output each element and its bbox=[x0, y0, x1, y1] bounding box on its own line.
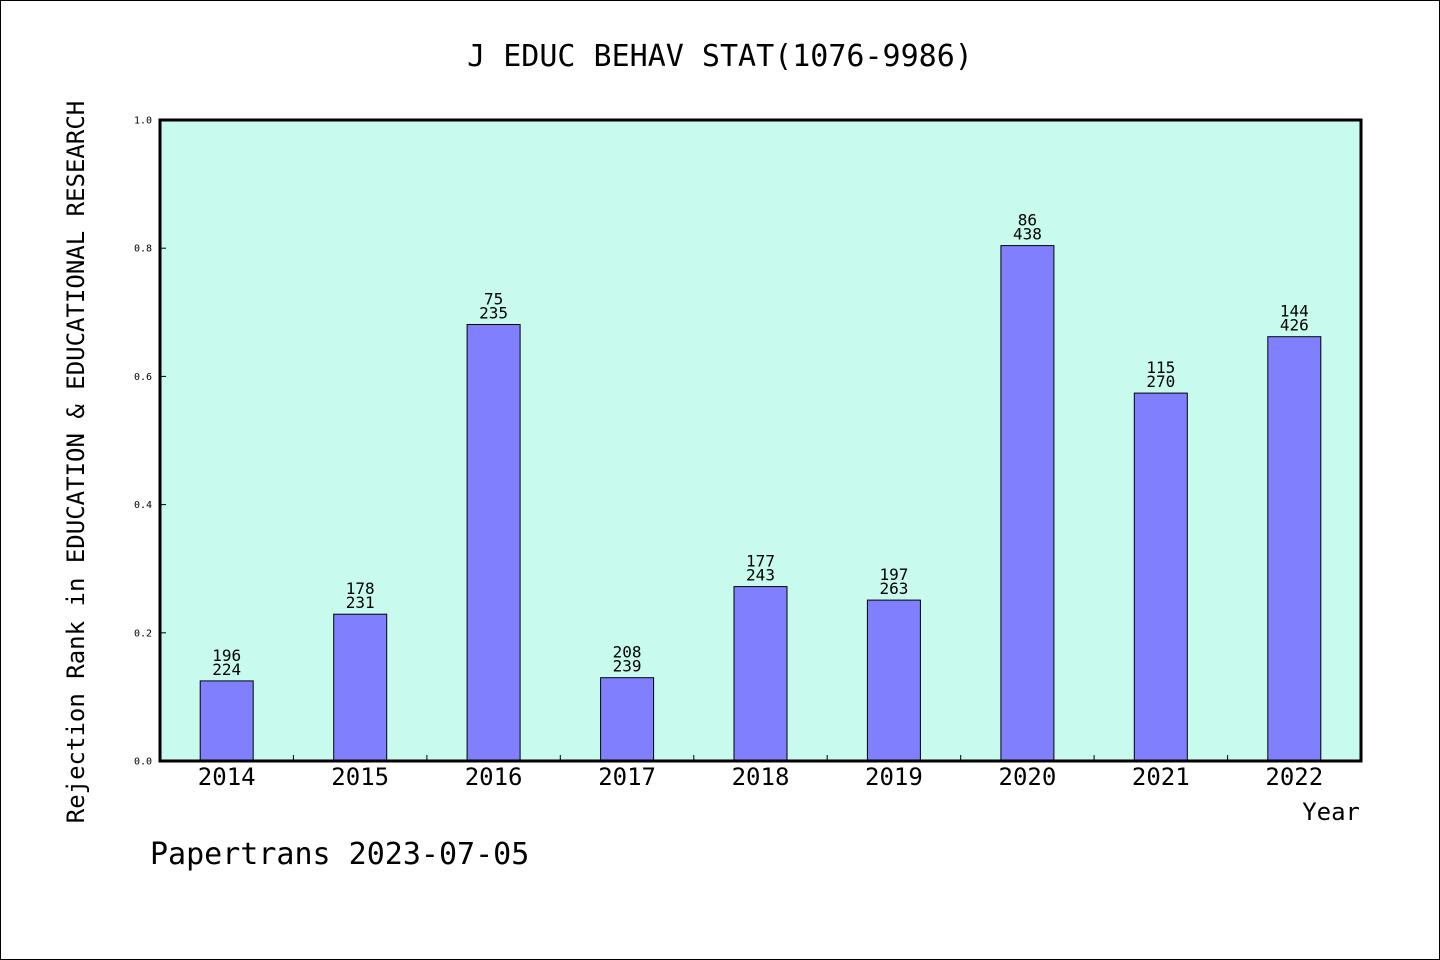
x-axis-label: Year bbox=[1302, 798, 1360, 826]
data-label-bottom-2014: 224 bbox=[212, 660, 241, 679]
bar-2017 bbox=[600, 677, 655, 762]
x-tick-label-2016: 2016 bbox=[465, 763, 523, 791]
data-label-top-2018: 177 bbox=[746, 552, 775, 571]
bar-2021 bbox=[1133, 392, 1188, 762]
y-axis-label: Rejection Rank in EDUCATION & EDUCATIONA… bbox=[62, 101, 90, 823]
data-label-bottom-2017: 239 bbox=[613, 657, 642, 676]
data-label-top-2021: 115 bbox=[1146, 358, 1175, 377]
bar-2014 bbox=[199, 680, 254, 762]
y-tick-label: 1.0 bbox=[134, 116, 152, 127]
x-tick-label-2021: 2021 bbox=[1132, 763, 1190, 791]
data-label-bottom-2021: 270 bbox=[1146, 372, 1175, 391]
data-label-top-2016: 75 bbox=[484, 290, 503, 309]
plot-border bbox=[158, 118, 1363, 763]
tick-group: 2014 2015 2016 2017 2018 2019 2020 2021 2022 0.0 0… bbox=[134, 116, 1323, 792]
y-tick-label: 0.6 bbox=[134, 372, 152, 383]
data-label-bottom-2015: 231 bbox=[346, 593, 375, 612]
bar-2018 bbox=[733, 586, 788, 762]
bar-2015 bbox=[333, 613, 388, 762]
y-tick-label: 0.0 bbox=[134, 757, 152, 768]
data-label-bottom-2022: 426 bbox=[1280, 316, 1309, 335]
data-label-top-2017: 208 bbox=[613, 643, 642, 662]
data-label-top-2019: 197 bbox=[879, 565, 908, 584]
bar-2020 bbox=[1000, 245, 1055, 762]
footer-text: Papertrans 2023-07-05 bbox=[150, 837, 529, 872]
y-tick-label: 0.4 bbox=[134, 500, 152, 511]
bar-2016 bbox=[466, 324, 521, 762]
bar-2022 bbox=[1267, 336, 1322, 762]
bar-2019 bbox=[866, 599, 921, 762]
x-tick-label-2019: 2019 bbox=[865, 763, 923, 791]
chart-title: J EDUC BEHAV STAT(1076-9986) bbox=[467, 39, 973, 74]
x-tick-label-2022: 2022 bbox=[1265, 763, 1323, 791]
x-tick-label-2020: 2020 bbox=[999, 763, 1057, 791]
data-label-bottom-2018: 243 bbox=[746, 566, 775, 585]
x-tick-label-2015: 2015 bbox=[331, 763, 389, 791]
x-tick-label-2018: 2018 bbox=[732, 763, 790, 791]
x-tick-label-2017: 2017 bbox=[598, 763, 656, 791]
data-label-top-2022: 144 bbox=[1280, 302, 1309, 321]
data-label-top-2015: 178 bbox=[346, 579, 375, 598]
data-label-bottom-2019: 263 bbox=[879, 579, 908, 598]
y-tick-label: 0.8 bbox=[134, 244, 152, 255]
y-tick-label: 0.2 bbox=[134, 628, 152, 639]
x-tick-label-2014: 2014 bbox=[198, 763, 256, 791]
data-label-top-2014: 196 bbox=[212, 646, 241, 665]
data-label-top-2020: 86 bbox=[1018, 211, 1037, 230]
data-label-bottom-2020: 438 bbox=[1013, 225, 1042, 244]
data-label-bottom-2016: 235 bbox=[479, 304, 508, 323]
